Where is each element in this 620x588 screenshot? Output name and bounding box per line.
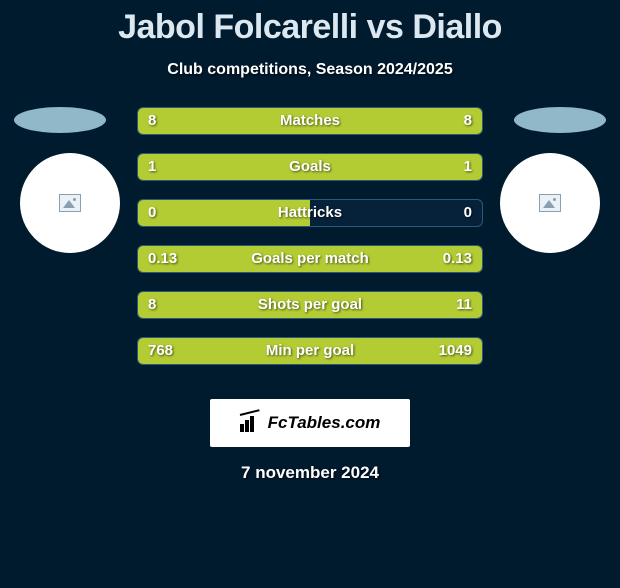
stat-row: 768 Min per goal 1049: [137, 337, 483, 365]
player-left-shadow: [14, 107, 106, 133]
stat-row: 0 Hattricks 0: [137, 199, 483, 227]
stat-value-right: 1049: [439, 338, 472, 364]
stat-value-right: 1: [464, 154, 472, 180]
image-placeholder-icon: [539, 194, 561, 212]
date-label: 7 november 2024: [0, 463, 620, 483]
stat-label: Shots per goal: [138, 292, 482, 318]
player-left-avatar: [20, 153, 120, 253]
stat-row: 8 Shots per goal 11: [137, 291, 483, 319]
stat-value-right: 11: [456, 292, 472, 318]
stat-row: 1 Goals 1: [137, 153, 483, 181]
player-right-avatar: [500, 153, 600, 253]
stat-label: Goals: [138, 154, 482, 180]
source-badge: FcTables.com: [210, 399, 410, 447]
source-label: FcTables.com: [268, 413, 381, 433]
stat-value-right: 8: [464, 108, 472, 134]
stat-value-right: 0: [464, 200, 472, 226]
bar-chart-icon: [240, 414, 262, 432]
stat-label: Matches: [138, 108, 482, 134]
stat-value-right: 0.13: [443, 246, 472, 272]
subtitle: Club competitions, Season 2024/2025: [0, 61, 620, 79]
stat-label: Goals per match: [138, 246, 482, 272]
stat-label: Hattricks: [138, 200, 482, 226]
stat-row: 0.13 Goals per match 0.13: [137, 245, 483, 273]
image-placeholder-icon: [59, 194, 81, 212]
comparison-panel: 8 Matches 8 1 Goals 1 0 Hattricks 0 0.13…: [0, 107, 620, 387]
stat-bars: 8 Matches 8 1 Goals 1 0 Hattricks 0 0.13…: [137, 107, 483, 383]
player-right-shadow: [514, 107, 606, 133]
stat-label: Min per goal: [138, 338, 482, 364]
page-title: Jabol Folcarelli vs Diallo: [0, 8, 620, 47]
stat-row: 8 Matches 8: [137, 107, 483, 135]
